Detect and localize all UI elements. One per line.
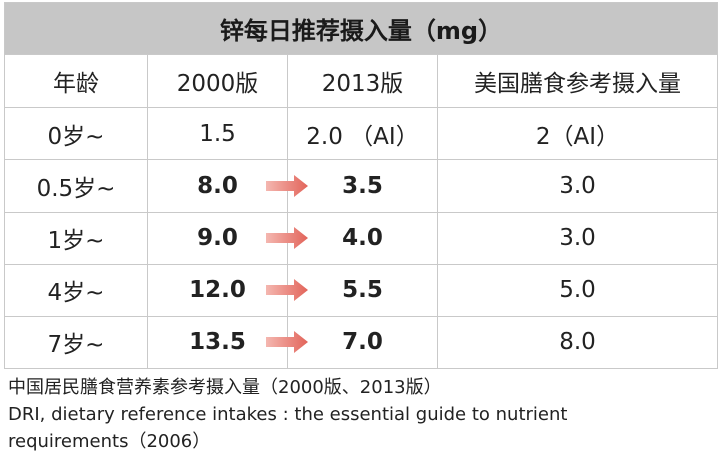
- header-age: 年龄: [4, 54, 148, 109]
- value-2013-text: 5.5: [342, 277, 383, 304]
- value-us-cell: 3.0: [437, 159, 718, 213]
- age-cell: 7岁~: [4, 315, 148, 370]
- value-2000-cell: 1.5: [147, 107, 288, 161]
- value-us-cell: 8.0: [437, 315, 718, 370]
- age-cell: 0.5岁~: [4, 159, 148, 213]
- table-row: 0岁~ 1.5 2.0 （AI） 2（AI）: [4, 107, 718, 161]
- arrow-right-icon: [266, 279, 308, 302]
- value-2000-cell: 12.0: [147, 263, 288, 317]
- source-line: DRI, dietary reference intakes : the ess…: [8, 404, 568, 425]
- header-us-dri: 美国膳食参考摄入量: [437, 54, 718, 109]
- age-cell: 0岁~: [4, 107, 148, 161]
- source-line: requirements（2006）: [8, 431, 211, 452]
- value-2013-cell: 5.5: [266, 263, 438, 317]
- value-us-cell: 2（AI）: [437, 107, 718, 161]
- table-row: 7岁~ 13.5 7.0 8.0: [4, 315, 718, 370]
- arrow-right-icon: [266, 331, 308, 354]
- value-2000-cell: 9.0: [147, 211, 288, 265]
- value-2013-cell: 4.0: [266, 211, 438, 265]
- value-2000-cell: 13.5: [147, 315, 288, 370]
- table-title: 锌每日推荐摄入量（mg）: [4, 1, 718, 56]
- table-row: 0.5岁~ 8.0 3.5 3.0: [4, 159, 718, 213]
- value-2013-text: 7.0: [342, 329, 383, 356]
- arrow-right-icon: [266, 227, 308, 250]
- source-line: 中国居民膳食营养素参考摄入量（2000版、2013版）: [8, 377, 442, 398]
- value-2013-cell: 3.5: [266, 159, 438, 213]
- value-us-cell: 5.0: [437, 263, 718, 317]
- age-cell: 4岁~: [4, 263, 148, 317]
- table-row: 4岁~ 12.0 5.5 5.0: [4, 263, 718, 317]
- header-row: 年龄 2000版 2013版 美国膳食参考摄入量: [4, 54, 718, 109]
- header-2013: 2013版: [287, 54, 438, 109]
- value-2013-cell: 7.0: [266, 315, 438, 370]
- value-2013-cell: 2.0 （AI）: [287, 107, 438, 161]
- value-2000-cell: 8.0: [147, 159, 288, 213]
- value-2013-text: 4.0: [342, 225, 383, 252]
- zinc-intake-table: 锌每日推荐摄入量（mg） 年龄 2000版 2013版 美国膳食参考摄入量 0岁…: [4, 1, 718, 370]
- sources-note: 中国居民膳食营养素参考摄入量（2000版、2013版） DRI, dietary…: [8, 374, 714, 455]
- value-2013-text: 3.5: [342, 172, 383, 199]
- header-2000: 2000版: [147, 54, 288, 109]
- table-row: 1岁~ 9.0 4.0 3.0: [4, 211, 718, 265]
- value-us-cell: 3.0: [437, 211, 718, 265]
- age-cell: 1岁~: [4, 211, 148, 265]
- arrow-right-icon: [266, 174, 308, 197]
